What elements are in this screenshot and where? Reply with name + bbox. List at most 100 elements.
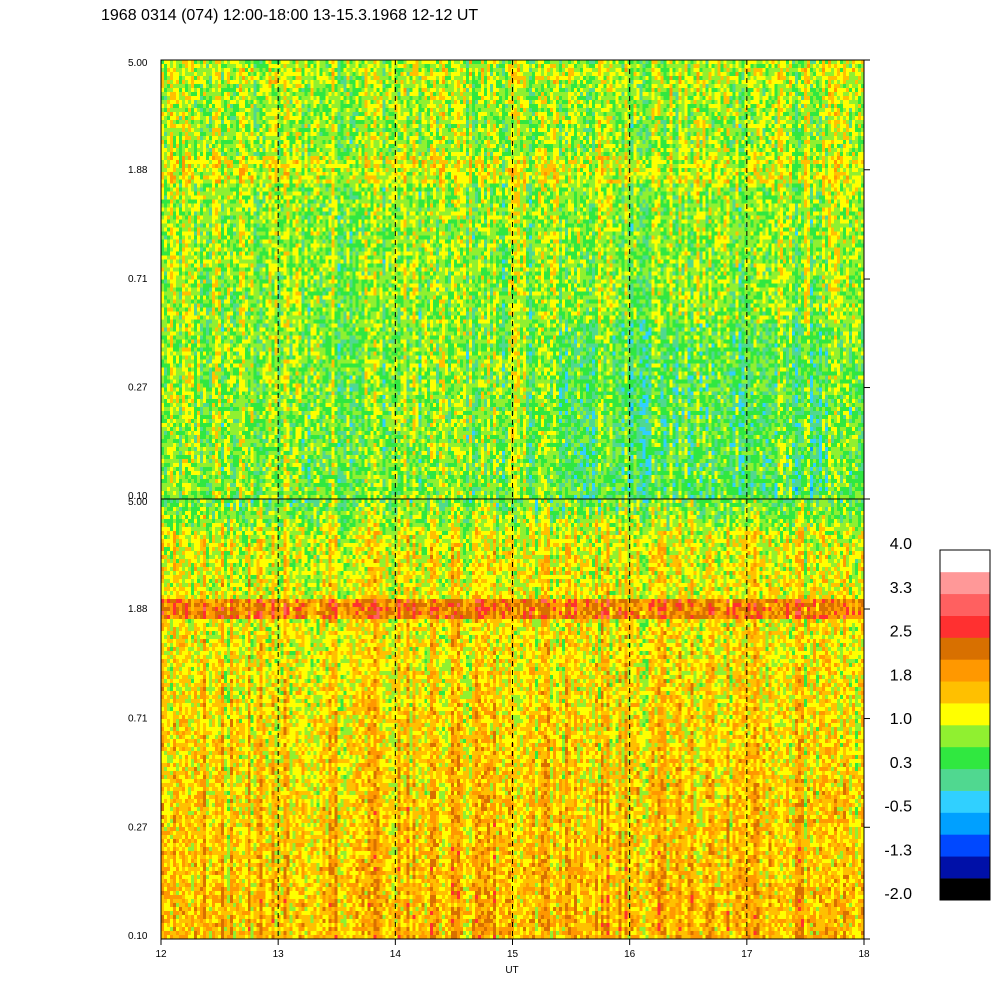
heatmap-cell	[299, 76, 302, 80]
heatmap-cell	[783, 68, 786, 72]
heatmap-cell	[816, 104, 819, 108]
heatmap-cell	[855, 96, 858, 100]
heatmap-cell	[361, 104, 364, 108]
heatmap-cell	[430, 64, 433, 68]
heatmap-cell	[693, 104, 696, 108]
heatmap-cell	[702, 60, 705, 64]
heatmap-cell	[580, 68, 583, 72]
heatmap-cell	[559, 68, 562, 72]
heatmap-cell	[493, 96, 496, 100]
heatmap-cell	[729, 104, 732, 108]
heatmap-cell	[335, 92, 338, 96]
heatmap-cell	[741, 60, 744, 64]
heatmap-cell	[822, 72, 825, 76]
heatmap-cell	[819, 96, 822, 100]
heatmap-cell	[224, 100, 227, 104]
heatmap-cell	[589, 80, 592, 84]
heatmap-cell	[801, 72, 804, 76]
heatmap-cell	[652, 68, 655, 72]
heatmap-cell	[406, 104, 409, 108]
heatmap-cell	[487, 64, 490, 68]
heatmap-cell	[439, 64, 442, 68]
heatmap-cell	[376, 68, 379, 72]
heatmap-cell	[538, 80, 541, 84]
heatmap-cell	[523, 72, 526, 76]
heatmap-cell	[807, 60, 810, 64]
heatmap-cell	[457, 96, 460, 100]
heatmap-cell	[475, 84, 478, 88]
heatmap-cell	[699, 60, 702, 64]
heatmap-cell	[616, 68, 619, 72]
heatmap-cell	[251, 108, 254, 112]
heatmap-cell	[804, 104, 807, 108]
heatmap-cell	[445, 88, 448, 92]
heatmap-cell	[340, 60, 343, 64]
heatmap-cell	[813, 76, 816, 80]
heatmap-cell	[801, 64, 804, 68]
heatmap-cell	[556, 92, 559, 96]
heatmap-cell	[385, 68, 388, 72]
heatmap-cell	[688, 104, 691, 108]
heatmap-cell	[302, 88, 305, 92]
heatmap-cell	[167, 68, 170, 72]
heatmap-cell	[550, 84, 553, 88]
heatmap-cell	[526, 68, 529, 72]
heatmap-cell	[379, 60, 382, 64]
heatmap-cell	[682, 72, 685, 76]
heatmap-cell	[284, 76, 287, 80]
heatmap-cell	[317, 64, 320, 68]
heatmap-cell	[756, 104, 759, 108]
heatmap-cell	[786, 72, 789, 76]
heatmap-cell	[233, 104, 236, 108]
heatmap-cell	[655, 76, 658, 80]
heatmap-cell	[218, 88, 221, 92]
heatmap-cell	[472, 84, 475, 88]
heatmap-cell	[801, 80, 804, 84]
heatmap-cell	[714, 72, 717, 76]
heatmap-cell	[813, 92, 816, 96]
heatmap-cell	[197, 88, 200, 92]
heatmap-cell	[720, 72, 723, 76]
heatmap-cell	[406, 72, 409, 76]
heatmap-cell	[332, 92, 335, 96]
heatmap-cell	[822, 88, 825, 92]
heatmap-cell	[215, 92, 218, 96]
heatmap-cell	[361, 60, 364, 64]
heatmap-cell	[559, 72, 562, 76]
heatmap-cell	[326, 100, 329, 104]
heatmap-cell	[412, 88, 415, 92]
heatmap-cell	[550, 100, 553, 104]
heatmap-cell	[388, 96, 391, 100]
heatmap-cell	[673, 92, 676, 96]
heatmap-cell	[499, 60, 502, 64]
heatmap-cell	[804, 96, 807, 100]
heatmap-cell	[640, 96, 643, 100]
heatmap-cell	[544, 100, 547, 104]
heatmap-cell	[693, 80, 696, 84]
heatmap-cell	[254, 68, 257, 72]
heatmap-cell	[451, 68, 454, 72]
heatmap-cell	[358, 104, 361, 108]
heatmap-cell	[394, 92, 397, 96]
heatmap-cell	[786, 60, 789, 64]
heatmap-cell	[230, 68, 233, 72]
heatmap-cell	[305, 96, 308, 100]
heatmap-cell	[550, 60, 553, 64]
heatmap-cell	[281, 64, 284, 68]
heatmap-cell	[224, 80, 227, 84]
heatmap-cell	[209, 96, 212, 100]
heatmap-cell	[490, 76, 493, 80]
heatmap-cell	[406, 96, 409, 100]
heatmap-cell	[574, 88, 577, 92]
heatmap-cell	[771, 100, 774, 104]
heatmap-cell	[308, 92, 311, 96]
heatmap-cell	[358, 76, 361, 80]
heatmap-cell	[478, 80, 481, 84]
heatmap-cell	[804, 80, 807, 84]
heatmap-cell	[738, 68, 741, 72]
heatmap-cell	[188, 108, 191, 112]
heatmap-cell	[191, 96, 194, 100]
heatmap-cell	[837, 60, 840, 64]
heatmap-cell	[810, 84, 813, 88]
heatmap-cell	[649, 64, 652, 68]
